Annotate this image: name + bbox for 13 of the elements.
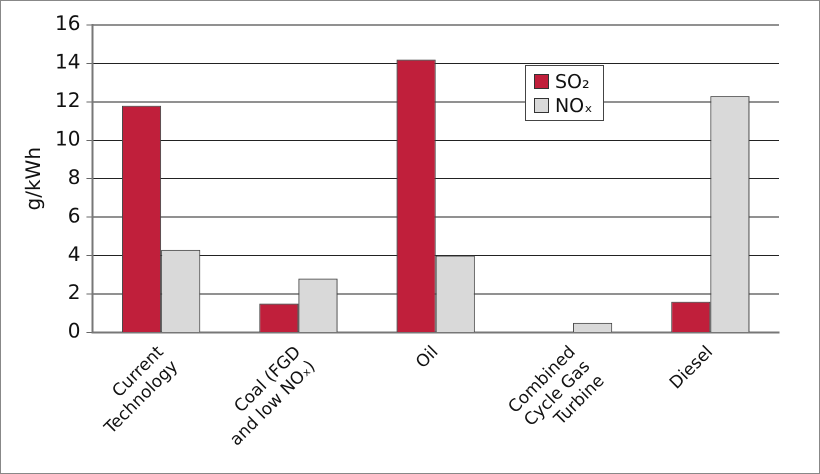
y-tick-label: 0: [68, 318, 80, 343]
y-tick-label: 8: [68, 164, 80, 189]
y-tick-label: 14: [54, 50, 80, 74]
y-tick-label: 10: [54, 126, 80, 150]
x-tick-label: Oil: [412, 342, 442, 372]
legend-label: SO₂: [554, 70, 590, 94]
y-tick-label: 2: [68, 280, 80, 304]
y-tick-label: 6: [68, 203, 80, 228]
y-tick-label: 16: [54, 11, 80, 36]
legend-label: NOₓ: [554, 94, 593, 118]
y-tick-label: 4: [68, 242, 80, 266]
y-tick-label: 12: [54, 88, 80, 112]
y-axis-title: g/kWh: [21, 146, 46, 210]
